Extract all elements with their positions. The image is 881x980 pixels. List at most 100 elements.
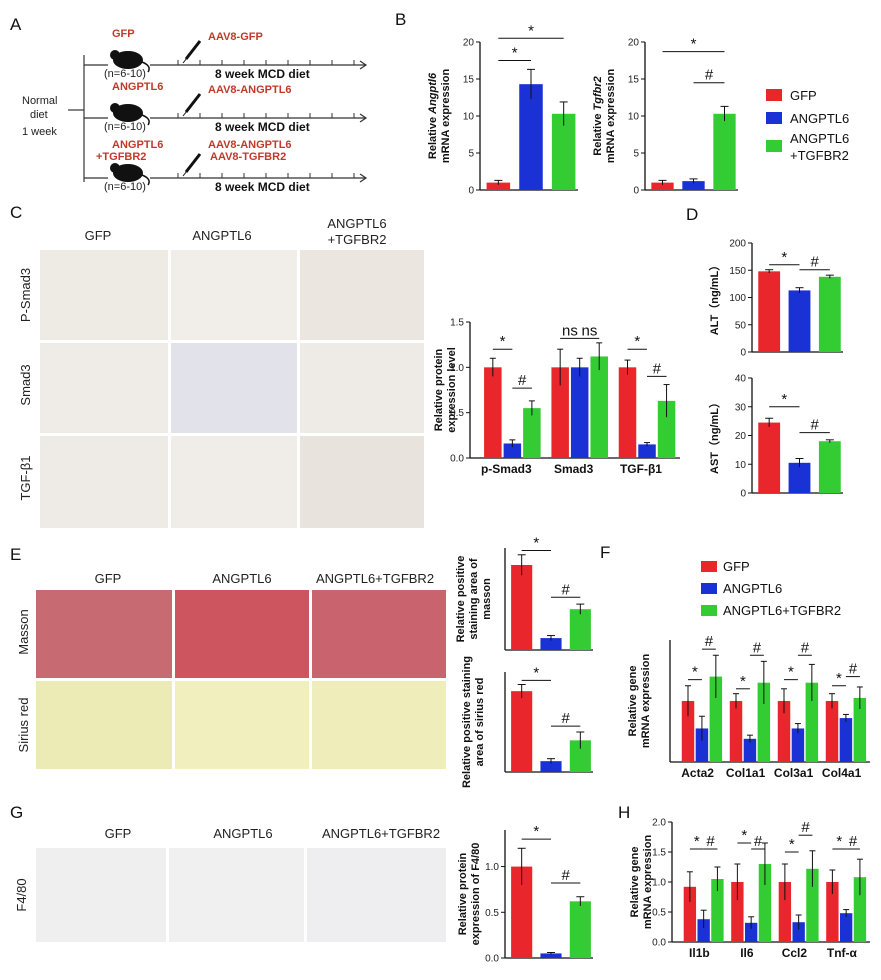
significance-mark: # bbox=[753, 639, 762, 656]
significance-mark: * bbox=[691, 36, 697, 53]
injection-label: AAV8-GFP bbox=[208, 31, 263, 43]
significance-mark: # bbox=[653, 360, 662, 377]
y-tick-label: 5 bbox=[468, 149, 474, 160]
y-axis-label: ALT（ng/mL） bbox=[708, 260, 721, 336]
syringe-icon bbox=[182, 153, 202, 177]
micrograph-c-tgfb1-tgfbr2 bbox=[300, 436, 424, 528]
panel-letter-g: G bbox=[10, 803, 23, 822]
c-row-smad3: Smad3 bbox=[18, 364, 33, 405]
e-row-sirius: Sirius red bbox=[16, 698, 31, 753]
bar-GFP bbox=[758, 422, 781, 493]
x-category-label: Col3a1 bbox=[774, 766, 814, 780]
legend-f: GFP ANGPTL6 ANGPTL6+TGFBR2 bbox=[701, 559, 841, 618]
y-axis-label: Relative protein bbox=[457, 852, 469, 935]
chart-C: 0.0 0.5 1.0 1.5 Relative protein expression l… bbox=[433, 318, 680, 476]
chart-E2: Relative positive staining area of sirius… bbox=[461, 656, 593, 788]
injection-label-2: AAV8-TGFBR2 bbox=[210, 151, 286, 163]
bar-GFP bbox=[486, 182, 511, 190]
bar-ANGPTL6+TGFBR2 bbox=[551, 113, 576, 190]
significance-mark: # bbox=[561, 710, 570, 727]
bar-ANGPTL6+TGFBR2 bbox=[818, 441, 841, 493]
y-tick-label: 1.5 bbox=[652, 848, 666, 859]
bar-p-Smad3-GFP bbox=[484, 367, 502, 458]
y-tick-label: 20 bbox=[463, 38, 475, 49]
group-name: GFP bbox=[112, 28, 135, 40]
x-category-label: Acta2 bbox=[681, 766, 714, 780]
x-category-label: Tnf-α bbox=[827, 946, 858, 960]
bar-ANGPTL6 bbox=[540, 761, 562, 772]
x-category-label: Col1a1 bbox=[726, 766, 766, 780]
panel-c-images: GFP ANGPTL6 ANGPTL6 +TGFBR2 P-Smad3 Smad… bbox=[18, 216, 424, 528]
significance-mark: # bbox=[810, 417, 819, 434]
bar-GFP bbox=[758, 271, 781, 352]
y-tick-label: 30 bbox=[735, 402, 747, 413]
micrograph-e-sirius-tgfbr2 bbox=[312, 681, 446, 769]
y-axis-label: mRNA expression bbox=[440, 69, 452, 164]
chart-D1: 0 50 100 150 200 ALT（ng/mL） * # bbox=[708, 239, 843, 359]
bar-Col3a1-ANGPTL6+TGFBR2 bbox=[805, 682, 819, 762]
bar-ANGPTL6+TGFBR2 bbox=[569, 901, 591, 958]
y-tick-label: 100 bbox=[729, 293, 746, 304]
y-axis-label: expression level bbox=[446, 347, 458, 433]
y-tick-label: 15 bbox=[628, 75, 640, 86]
y-tick-label: 10 bbox=[628, 112, 640, 123]
micrograph-e-masson-tgfbr2 bbox=[312, 590, 446, 678]
bar-Acta2-ANGPTL6 bbox=[695, 728, 709, 762]
x-category-label: Smad3 bbox=[554, 462, 594, 476]
bar-ANGPTL6 bbox=[540, 638, 562, 650]
legend-f-angptl6-tgfbr2: ANGPTL6+TGFBR2 bbox=[723, 603, 841, 618]
y-tick-label: 1.0 bbox=[652, 878, 666, 889]
bar-Col4a1-ANGPTL6 bbox=[839, 718, 853, 762]
group-n: (n=6-10) bbox=[104, 121, 146, 133]
y-axis-label: mRNA expression bbox=[605, 69, 617, 164]
panel-letter-h: H bbox=[618, 803, 630, 822]
group-name-2: +TGFBR2 bbox=[96, 151, 146, 163]
legend-f-swatch-angptl6 bbox=[701, 583, 717, 594]
panel-e-images: GFP ANGPTL6 ANGPTL6+TGFBR2 Masson Sirius… bbox=[16, 571, 446, 769]
y-axis-label: staining area of bbox=[468, 558, 480, 640]
legend-f-gfp: GFP bbox=[723, 559, 750, 574]
micrograph-c-psmad3-tgfbr2 bbox=[300, 250, 424, 340]
y-tick-label: 5 bbox=[633, 149, 639, 160]
bar-ANGPTL6 bbox=[519, 84, 543, 190]
significance-mark: # bbox=[561, 867, 570, 884]
legend-angptl6: ANGPTL6 bbox=[790, 111, 849, 126]
y-axis-label: mRNA expression bbox=[640, 654, 652, 749]
panel-a-group-0: GFP (n=6-10) AAV8-GFP 8 week MCD diet bbox=[84, 28, 368, 81]
regimen-label: 8 week MCD diet bbox=[215, 67, 310, 81]
panel-letter-e: E bbox=[10, 545, 21, 564]
mouse-icon bbox=[110, 50, 150, 73]
micrograph-g-gfp bbox=[36, 848, 166, 942]
micrograph-e-sirius-angptl6 bbox=[175, 681, 309, 769]
panel-letter-f: F bbox=[600, 543, 610, 562]
panel-letter-b: B bbox=[395, 10, 406, 29]
panel-letter-c: C bbox=[10, 203, 22, 222]
bar-ANGPTL6 bbox=[682, 181, 705, 190]
significance-mark: * bbox=[781, 249, 787, 266]
legend-swatch-tgfbr2 bbox=[766, 140, 782, 152]
micrograph-c-tgfb1-angptl6 bbox=[171, 436, 297, 528]
significance-mark: # bbox=[801, 639, 810, 656]
bar-Col1a1-ANGPTL6+TGFBR2 bbox=[757, 682, 771, 762]
y-tick-label: 20 bbox=[628, 38, 640, 49]
y-axis-label: Relative gene bbox=[627, 666, 639, 737]
legend-f-swatch-gfp bbox=[701, 561, 717, 572]
chart-B1: 0 5 10 15 20 Relative Angptl6 mRNA expression *… bbox=[427, 22, 578, 197]
bar-Ccl2-ANGPTL6+TGFBR2 bbox=[806, 868, 819, 942]
bar-Il6-ANGPTL6 bbox=[744, 922, 758, 942]
y-tick-label: 0 bbox=[740, 348, 746, 359]
diet-label: diet bbox=[30, 109, 48, 121]
g-col-angptl6: ANGPTL6 bbox=[213, 826, 272, 841]
significance-mark: # bbox=[810, 254, 819, 271]
normal-diet-label: Normal bbox=[22, 95, 57, 107]
y-tick-label: 10 bbox=[735, 460, 747, 471]
e-col-gfp: GFP bbox=[95, 571, 122, 586]
significance-mark: * bbox=[789, 836, 795, 853]
significance-mark: * bbox=[512, 45, 518, 62]
g-row-f480: F4/80 bbox=[14, 878, 29, 911]
chart-F: Relative gene mRNA expression Acta2 Col1a1 C… bbox=[627, 633, 870, 780]
y-axis-label: Relative protein bbox=[433, 348, 445, 431]
mouse-icon bbox=[110, 163, 150, 186]
significance-mark: * bbox=[788, 664, 794, 681]
syringe-icon bbox=[182, 40, 202, 64]
